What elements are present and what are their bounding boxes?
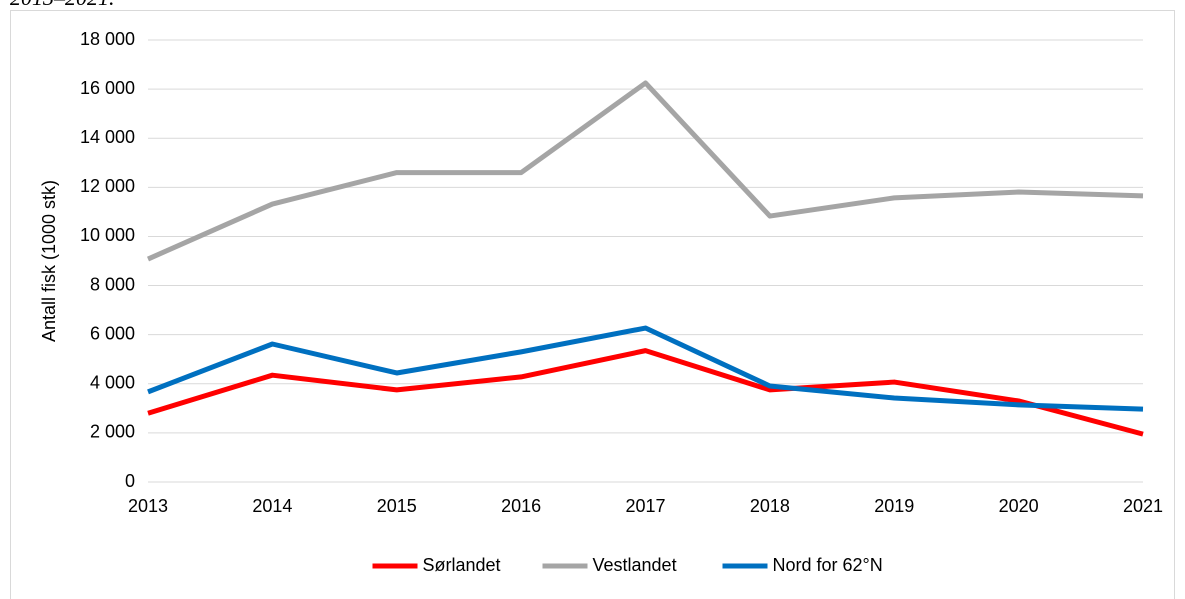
x-tick-label: 2021 <box>1123 496 1163 516</box>
chart-frame <box>10 10 1175 599</box>
y-tick-label: 2 000 <box>90 422 135 442</box>
series-line <box>147 348 1144 437</box>
series-line <box>147 325 1144 412</box>
x-tick-label: 2016 <box>501 496 541 516</box>
y-tick-label: 16 000 <box>80 78 135 98</box>
legend-label: Sørlandet <box>423 555 501 575</box>
series-line <box>146 80 1144 262</box>
y-tick-label: 4 000 <box>90 373 135 393</box>
x-tick-label: 2018 <box>750 496 790 516</box>
x-tick-label: 2015 <box>377 496 417 516</box>
legend-label: Nord for 62°N <box>773 555 883 575</box>
y-tick-label: 6 000 <box>90 323 135 343</box>
y-tick-label: 18 000 <box>80 29 135 49</box>
y-tick-label: 10 000 <box>80 225 135 245</box>
y-tick-label: 8 000 <box>90 274 135 294</box>
caption: 2013–2021. <box>10 0 115 10</box>
legend-label: Vestlandet <box>593 555 677 575</box>
x-tick-label: 2020 <box>999 496 1039 516</box>
x-tick-label: 2013 <box>128 496 168 516</box>
y-axis-label: Antall fisk (1000 stk) <box>39 180 59 342</box>
y-tick-label: 0 <box>125 471 135 491</box>
x-tick-label: 2019 <box>874 496 914 516</box>
y-tick-label: 12 000 <box>80 176 135 196</box>
y-tick-label: 14 000 <box>80 127 135 147</box>
x-tick-label: 2014 <box>252 496 292 516</box>
x-tick-label: 2017 <box>625 496 665 516</box>
